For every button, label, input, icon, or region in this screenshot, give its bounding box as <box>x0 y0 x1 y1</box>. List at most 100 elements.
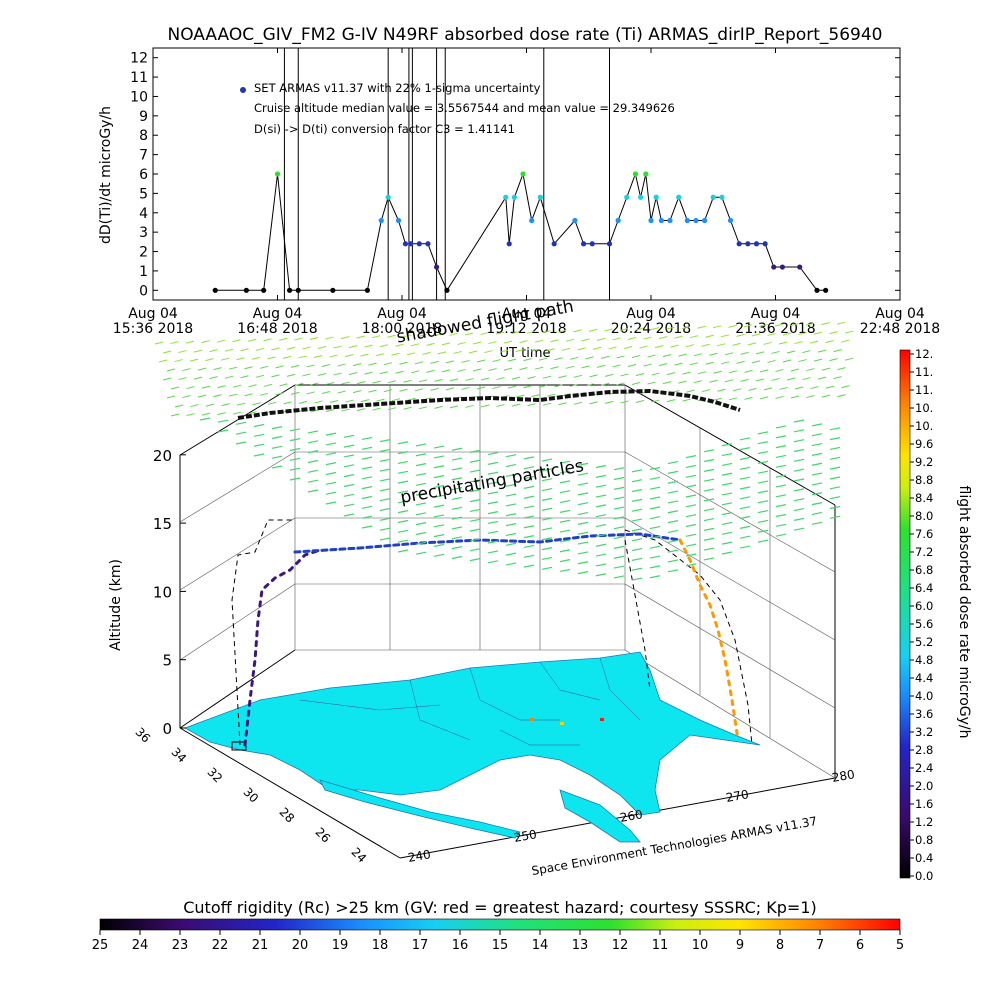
particle-arrow <box>821 367 831 371</box>
particle-arrow <box>685 474 697 478</box>
particle-arrow <box>290 364 300 368</box>
particle-arrow <box>487 550 499 554</box>
particle-arrow <box>503 340 513 344</box>
dose-rate-line <box>215 172 826 292</box>
particle-arrow <box>573 374 583 378</box>
particle-arrow <box>595 484 607 488</box>
particle-arrow <box>759 396 769 400</box>
particle-arrow <box>757 519 769 524</box>
particle-arrow <box>793 488 805 492</box>
particle-arrow <box>228 393 238 397</box>
particle-arrow <box>806 368 815 372</box>
altitude-axis: 0 5 10 15 20 <box>153 447 186 738</box>
legend-line-3: D(si) -> D(ti) conversion factor C3 = 1.… <box>254 122 515 136</box>
longitude-tick-label: 250 <box>513 827 538 845</box>
particle-arrow <box>595 504 607 508</box>
particle-arrow <box>721 531 733 535</box>
particle-arrow <box>415 482 427 486</box>
particle-arrow <box>569 383 579 387</box>
dose-rate-point <box>444 287 450 293</box>
particle-arrow <box>744 396 753 400</box>
particle-arrow <box>757 490 769 494</box>
particle-arrow <box>433 524 445 528</box>
particle-arrow <box>685 464 697 469</box>
particle-arrow <box>647 354 656 358</box>
particle-arrow <box>343 474 355 478</box>
particle-arrow <box>511 403 521 407</box>
particle-arrow <box>667 520 679 524</box>
latitude-tick-label: 34 <box>168 745 189 766</box>
particle-arrow <box>469 499 481 503</box>
particle-arrow <box>541 547 553 551</box>
particle-arrow <box>739 466 751 470</box>
particle-arrow <box>778 341 788 345</box>
particle-arrow <box>658 336 668 340</box>
particle-arrow <box>620 400 629 404</box>
particle-arrow <box>728 370 738 374</box>
particle-arrow <box>232 339 241 343</box>
particle-arrow <box>356 335 365 339</box>
particle-arrow <box>217 412 226 416</box>
particle-arrow <box>298 355 307 359</box>
particle-arrow <box>348 372 358 376</box>
particle-arrow <box>487 491 499 495</box>
particle-arrow <box>283 401 292 405</box>
particle-arrow <box>415 502 427 506</box>
particle-arrow <box>267 356 276 360</box>
dose-rate-point <box>606 241 613 247</box>
particle-arrow <box>667 480 679 484</box>
dose-colorbar-tick-label: 3.2 <box>915 725 933 739</box>
particle-arrow <box>341 381 350 385</box>
particle-arrow <box>585 383 594 387</box>
rigidity-colorbar-tick-label: 12 <box>612 938 629 953</box>
particle-arrow <box>414 361 424 365</box>
longitude-tick-label: 270 <box>725 787 750 805</box>
particle-arrow <box>577 531 589 535</box>
particle-arrow <box>559 539 571 543</box>
particle-arrow <box>829 331 838 335</box>
particle-arrow <box>505 532 517 537</box>
dose-rate-point <box>511 194 517 200</box>
particle-arrow <box>445 360 455 364</box>
particle-arrow <box>255 374 265 378</box>
dose-colorbar-tick-label: 10. <box>915 401 933 415</box>
particle-arrow <box>577 511 589 516</box>
particle-arrow <box>810 386 819 390</box>
dose-rate-point <box>823 287 829 293</box>
particle-arrow <box>757 450 769 455</box>
particle-arrow <box>709 379 718 383</box>
dose-colorbar-tick-label: 3.6 <box>915 707 933 721</box>
particle-arrow <box>811 462 823 466</box>
particle-arrow <box>403 406 412 410</box>
particle-arrow <box>252 402 261 406</box>
particle-arrow <box>487 501 499 505</box>
particle-arrow <box>178 377 187 381</box>
particle-arrow <box>484 350 493 354</box>
particle-arrow <box>397 441 409 445</box>
top-x-tick-label-time: 22:48 2018 <box>860 321 940 337</box>
particle-arrow <box>170 341 179 345</box>
particle-arrow <box>397 549 409 553</box>
particle-arrow <box>306 391 315 395</box>
particle-arrow <box>480 332 489 336</box>
particle-arrow <box>739 535 751 539</box>
particle-arrow <box>492 359 501 363</box>
top-x-tick-label-time: 21:36 2018 <box>735 321 815 337</box>
particle-arrow <box>476 359 486 363</box>
particle-arrow <box>595 523 607 528</box>
dashed-flight-shadow <box>231 519 753 746</box>
particle-arrow <box>379 537 391 541</box>
particle-arrow <box>253 423 265 428</box>
dose-rate-point <box>295 287 301 293</box>
particle-arrow <box>600 382 610 386</box>
particle-arrow <box>271 347 280 351</box>
particle-arrow <box>228 366 238 370</box>
particle-arrow <box>573 329 582 333</box>
particle-arrow <box>739 456 751 461</box>
particle-arrow <box>542 375 552 379</box>
particle-arrow <box>451 506 463 510</box>
particle-arrow <box>275 392 284 396</box>
particle-arrow <box>538 357 548 361</box>
particle-arrow <box>487 530 499 534</box>
particle-arrow <box>235 441 247 445</box>
